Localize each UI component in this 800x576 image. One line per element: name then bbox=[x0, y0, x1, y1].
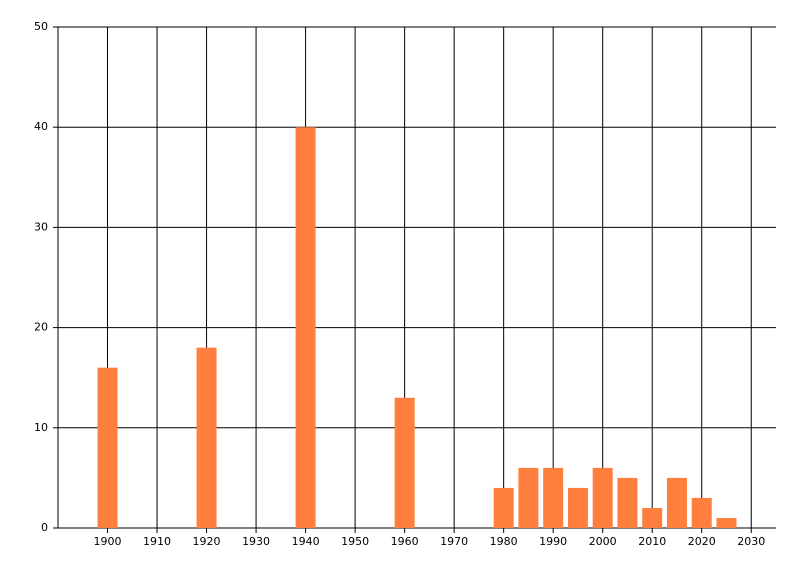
x-tick-label: 1930 bbox=[242, 535, 270, 548]
bar bbox=[716, 517, 737, 528]
y-tick-label: 40 bbox=[34, 120, 48, 133]
bar bbox=[592, 467, 613, 528]
y-tick-label: 50 bbox=[34, 20, 48, 33]
y-tick-label: 20 bbox=[34, 321, 48, 334]
y-tick-label: 30 bbox=[34, 220, 48, 233]
bar bbox=[567, 487, 588, 528]
x-tick-label: 2010 bbox=[638, 535, 666, 548]
x-tick-label: 1940 bbox=[292, 535, 320, 548]
bar bbox=[666, 477, 687, 528]
y-tick-label: 10 bbox=[34, 421, 48, 434]
bar bbox=[493, 487, 514, 528]
bar bbox=[295, 127, 316, 528]
x-tick-label: 2020 bbox=[688, 535, 716, 548]
bar bbox=[394, 397, 415, 528]
x-tick-label: 1990 bbox=[539, 535, 567, 548]
x-tick-label: 1970 bbox=[440, 535, 468, 548]
x-tick-label: 1900 bbox=[94, 535, 122, 548]
x-tick-label: 2000 bbox=[589, 535, 617, 548]
bar bbox=[642, 507, 663, 528]
x-tick-label: 1950 bbox=[341, 535, 369, 548]
x-tick-label: 1920 bbox=[193, 535, 221, 548]
bar bbox=[518, 467, 539, 528]
x-tick-label: 1980 bbox=[490, 535, 518, 548]
bar bbox=[691, 497, 712, 528]
x-tick-label: 1960 bbox=[391, 535, 419, 548]
bar bbox=[617, 477, 638, 528]
bar bbox=[97, 367, 118, 528]
x-tick-label: 2030 bbox=[737, 535, 765, 548]
bar bbox=[196, 347, 217, 528]
x-tick-label: 1910 bbox=[143, 535, 171, 548]
bar bbox=[543, 467, 564, 528]
y-tick-label: 0 bbox=[41, 521, 48, 534]
